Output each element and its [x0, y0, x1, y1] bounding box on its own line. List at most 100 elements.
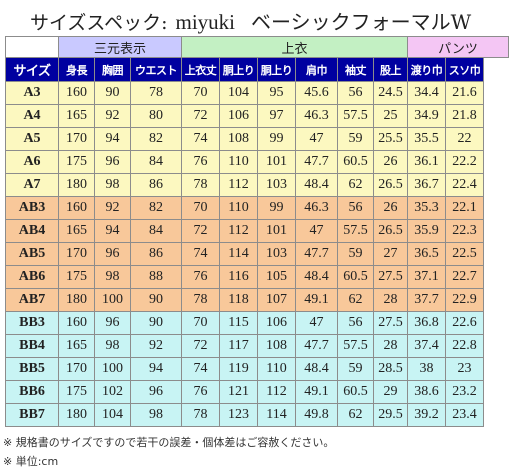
- table-cell: 60.5: [337, 150, 374, 174]
- table-cell: 112: [257, 380, 296, 404]
- column-header: スソ巾: [445, 57, 485, 82]
- table-cell: 49.1: [295, 288, 338, 312]
- table-cell: 114: [257, 403, 296, 427]
- table-cell: 49.8: [295, 403, 338, 427]
- table-cell: 103: [257, 242, 296, 266]
- table-cell: 37.7: [407, 288, 447, 312]
- table-cell: 72: [181, 219, 220, 243]
- table-cell: 110: [219, 150, 258, 174]
- table-cell: 112: [219, 219, 258, 243]
- table-cell: 28: [372, 334, 409, 358]
- table-cell: 96: [94, 242, 131, 266]
- note-tolerance: ※ 規格書のサイズですので若干の誤差・個体差はご容赦ください。: [3, 436, 335, 449]
- table-cell: 99: [257, 127, 296, 151]
- table-cell: 22.4: [445, 173, 485, 197]
- table-cell: 180: [58, 288, 95, 312]
- table-cell: 110: [219, 196, 258, 220]
- table-cell: 22.2: [445, 150, 485, 174]
- table-cell: 45.6: [295, 81, 338, 105]
- table-row: AB5 170 96 86 74 114 103 47.7 59 27 36.5 22.5: [5, 242, 509, 266]
- size-cell: BB6: [5, 380, 59, 404]
- table-cell: 28.5: [372, 357, 409, 381]
- table-cell: 38: [407, 357, 447, 381]
- table-cell: 48.4: [295, 265, 338, 289]
- table-cell: 97: [257, 104, 296, 128]
- table-cell: 72: [181, 104, 220, 128]
- table-cell: 22.5: [445, 242, 485, 266]
- table-cell: 60.5: [337, 265, 374, 289]
- table-cell: 104: [219, 81, 258, 105]
- table-cell: 95: [257, 81, 296, 105]
- table-cell: 26: [372, 150, 409, 174]
- table-cell: 39.2: [407, 403, 447, 427]
- table-cell: 46.3: [295, 196, 338, 220]
- column-header: 胴上り: [257, 57, 296, 82]
- table-cell: 114: [219, 242, 258, 266]
- table-cell: 57.5: [337, 104, 374, 128]
- table-cell: 60.5: [337, 380, 374, 404]
- table-cell: 80: [130, 104, 182, 128]
- table-cell: 23.4: [445, 403, 485, 427]
- table-row: A5 170 94 82 74 108 99 47 59 25.5 35.5 22: [5, 127, 509, 151]
- table-cell: 70: [181, 311, 220, 335]
- title-product: ベーシックフォーマルW: [251, 10, 472, 34]
- size-cell: A3: [5, 81, 59, 105]
- table-cell: 59: [337, 357, 374, 381]
- size-cell: BB5: [5, 357, 59, 381]
- table-cell: 35.9: [407, 219, 447, 243]
- size-cell: BB7: [5, 403, 59, 427]
- table-cell: 92: [94, 196, 131, 220]
- table-cell: 35.3: [407, 196, 447, 220]
- table-cell: 76: [181, 265, 220, 289]
- table-cell: 108: [219, 127, 258, 151]
- column-header: 上衣丈: [181, 57, 220, 82]
- size-spec-table: 三元表示 上衣 パンツ サイズ 身長 胸囲 ウエスト 上衣丈 胴上り 胴上り 肩巾 袖丈 股上 渡り巾 スソ…: [5, 36, 509, 427]
- table-cell: 24.5: [372, 81, 409, 105]
- table-cell: 22.8: [445, 334, 485, 358]
- column-header: ウエスト: [130, 57, 182, 82]
- table-cell: 101: [257, 219, 296, 243]
- table-cell: 59: [337, 242, 374, 266]
- table-cell: 76: [181, 150, 220, 174]
- table-cell: 72: [181, 334, 220, 358]
- table-cell: 48.4: [295, 173, 338, 197]
- table-cell: 26.5: [372, 219, 409, 243]
- column-header: 身長: [58, 57, 95, 82]
- table-cell: 115: [219, 311, 258, 335]
- table-cell: 165: [58, 334, 95, 358]
- table-cell: 70: [181, 81, 220, 105]
- table-cell: 34.9: [407, 104, 447, 128]
- table-cell: 22.7: [445, 265, 485, 289]
- table-row: A4 165 92 80 72 106 97 46.3 57.5 25 34.9 21.8: [5, 104, 509, 128]
- size-cell: AB3: [5, 196, 59, 220]
- table-cell: 37.1: [407, 265, 447, 289]
- table-cell: 98: [94, 173, 131, 197]
- table-cell: 76: [181, 380, 220, 404]
- table-cell: 175: [58, 150, 95, 174]
- table-cell: 74: [181, 242, 220, 266]
- table-cell: 103: [257, 173, 296, 197]
- note-unit: ※ 単位:cm: [3, 455, 59, 468]
- table-cell: 78: [181, 173, 220, 197]
- table-cell: 21.6: [445, 81, 485, 105]
- table-row: A3 160 90 78 70 104 95 45.6 56 24.5 34.4 21.6: [5, 81, 509, 105]
- table-cell: 22: [445, 127, 485, 151]
- table-cell: 96: [94, 311, 131, 335]
- group-header-pants: パンツ: [407, 36, 509, 58]
- table-cell: 160: [58, 81, 95, 105]
- table-cell: 180: [58, 173, 95, 197]
- table-cell: 56: [337, 81, 374, 105]
- table-cell: 36.1: [407, 150, 447, 174]
- table-cell: 84: [130, 219, 182, 243]
- title-prefix: サイズスペック:: [30, 12, 168, 34]
- table-cell: 47: [295, 219, 338, 243]
- column-header: 袖丈: [337, 57, 374, 82]
- table-cell: 74: [181, 127, 220, 151]
- table-cell: 118: [219, 288, 258, 312]
- table-cell: 23: [445, 357, 485, 381]
- table-cell: 47.7: [295, 150, 338, 174]
- table-cell: 36.8: [407, 311, 447, 335]
- table-cell: 98: [94, 265, 131, 289]
- table-cell: 123: [219, 403, 258, 427]
- table-cell: 112: [219, 173, 258, 197]
